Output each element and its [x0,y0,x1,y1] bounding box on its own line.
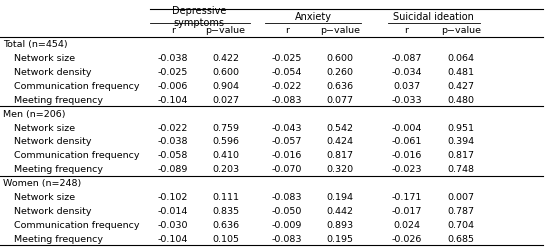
Text: 0.817: 0.817 [448,151,475,160]
Text: 0.111: 0.111 [212,192,239,201]
Text: Total (n=454): Total (n=454) [3,40,67,49]
Text: -0.009: -0.009 [272,220,302,229]
Text: -0.104: -0.104 [158,234,188,242]
Text: -0.043: -0.043 [272,123,302,132]
Text: Meeting frequency: Meeting frequency [14,234,103,242]
Text: Communication frequency: Communication frequency [14,151,139,160]
Text: Communication frequency: Communication frequency [14,82,139,90]
Text: -0.014: -0.014 [158,206,188,215]
Text: 0.320: 0.320 [326,164,353,173]
Text: 0.037: 0.037 [393,82,420,90]
Text: p−value: p−value [206,26,246,35]
Text: 0.904: 0.904 [212,82,239,90]
Text: -0.025: -0.025 [158,68,188,77]
Text: Men (n=206): Men (n=206) [3,109,65,118]
Text: p−value: p−value [320,26,360,35]
Text: p−value: p−value [441,26,481,35]
Text: -0.023: -0.023 [392,164,422,173]
Text: -0.016: -0.016 [272,151,302,160]
Text: -0.087: -0.087 [392,54,422,63]
Text: -0.058: -0.058 [158,151,188,160]
Text: 0.410: 0.410 [212,151,239,160]
Text: 0.817: 0.817 [326,151,353,160]
Text: 0.027: 0.027 [212,95,239,104]
Text: Depressive
symptoms: Depressive symptoms [172,6,227,28]
Text: -0.054: -0.054 [272,68,302,77]
Text: Meeting frequency: Meeting frequency [14,164,103,173]
Text: 0.442: 0.442 [326,206,353,215]
Text: -0.104: -0.104 [158,95,188,104]
Text: 0.893: 0.893 [326,220,353,229]
Text: 0.394: 0.394 [448,137,475,146]
Text: -0.083: -0.083 [272,234,302,242]
Text: -0.083: -0.083 [272,95,302,104]
Text: -0.061: -0.061 [392,137,422,146]
Text: Network size: Network size [14,192,75,201]
Text: -0.022: -0.022 [158,123,188,132]
Text: -0.089: -0.089 [158,164,188,173]
Text: 0.424: 0.424 [326,137,353,146]
Text: 0.195: 0.195 [326,234,353,242]
Text: 0.600: 0.600 [326,54,353,63]
Text: r: r [404,26,409,35]
Text: 0.951: 0.951 [448,123,475,132]
Text: Meeting frequency: Meeting frequency [14,95,103,104]
Text: -0.026: -0.026 [392,234,422,242]
Text: Network density: Network density [14,137,91,146]
Text: 0.759: 0.759 [212,123,239,132]
Text: 0.542: 0.542 [326,123,353,132]
Text: 0.636: 0.636 [326,82,353,90]
Text: 0.422: 0.422 [212,54,239,63]
Text: Communication frequency: Communication frequency [14,220,139,229]
Text: -0.057: -0.057 [272,137,302,146]
Text: Anxiety: Anxiety [295,12,331,22]
Text: -0.038: -0.038 [158,54,188,63]
Text: -0.102: -0.102 [158,192,188,201]
Text: 0.685: 0.685 [448,234,475,242]
Text: Suicidal ideation: Suicidal ideation [393,12,475,22]
Text: Network density: Network density [14,68,91,77]
Text: 0.203: 0.203 [212,164,239,173]
Text: -0.022: -0.022 [272,82,302,90]
Text: -0.017: -0.017 [392,206,422,215]
Text: 0.481: 0.481 [448,68,475,77]
Text: -0.171: -0.171 [392,192,422,201]
Text: Network density: Network density [14,206,91,215]
Text: -0.034: -0.034 [392,68,422,77]
Text: -0.083: -0.083 [272,192,302,201]
Text: 0.105: 0.105 [212,234,239,242]
Text: 0.636: 0.636 [212,220,239,229]
Text: r: r [285,26,289,35]
Text: 0.480: 0.480 [448,95,475,104]
Text: 0.596: 0.596 [212,137,239,146]
Text: -0.004: -0.004 [392,123,422,132]
Text: 0.024: 0.024 [393,220,420,229]
Text: -0.038: -0.038 [158,137,188,146]
Text: -0.033: -0.033 [392,95,422,104]
Text: 0.787: 0.787 [448,206,475,215]
Text: -0.050: -0.050 [272,206,302,215]
Text: Women (n=248): Women (n=248) [3,178,81,187]
Text: 0.194: 0.194 [326,192,353,201]
Text: 0.007: 0.007 [448,192,475,201]
Text: -0.030: -0.030 [158,220,188,229]
Text: r: r [170,26,175,35]
Text: 0.835: 0.835 [212,206,239,215]
Text: 0.427: 0.427 [448,82,475,90]
Text: 0.600: 0.600 [212,68,239,77]
Text: Network size: Network size [14,123,75,132]
Text: -0.070: -0.070 [272,164,302,173]
Text: -0.016: -0.016 [392,151,422,160]
Text: 0.704: 0.704 [448,220,475,229]
Text: 0.064: 0.064 [448,54,475,63]
Text: -0.006: -0.006 [158,82,188,90]
Text: 0.748: 0.748 [448,164,475,173]
Text: Network size: Network size [14,54,75,63]
Text: -0.025: -0.025 [272,54,302,63]
Text: 0.077: 0.077 [326,95,353,104]
Text: 0.260: 0.260 [326,68,353,77]
